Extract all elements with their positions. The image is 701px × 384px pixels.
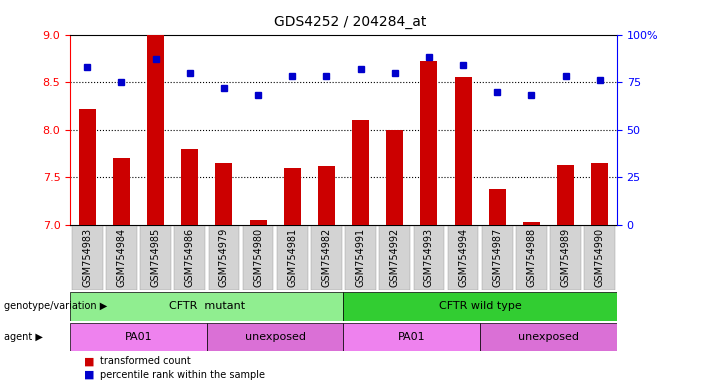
Text: GSM754992: GSM754992 (390, 228, 400, 287)
Text: GSM754983: GSM754983 (82, 228, 93, 287)
FancyBboxPatch shape (72, 225, 102, 290)
Bar (70, 323, 207, 351)
Text: CFTR wild type: CFTR wild type (439, 301, 522, 311)
Bar (489, 189, 506, 225)
Text: PA01: PA01 (398, 332, 426, 342)
Text: ■: ■ (84, 370, 95, 380)
FancyBboxPatch shape (379, 225, 410, 290)
Bar (352, 120, 369, 225)
Text: unexposed: unexposed (245, 332, 306, 342)
Text: GSM754989: GSM754989 (561, 228, 571, 287)
Text: GSM754990: GSM754990 (594, 228, 605, 287)
FancyBboxPatch shape (277, 225, 308, 290)
Text: CFTR  mutant: CFTR mutant (169, 301, 245, 311)
Bar (343, 323, 480, 351)
Bar (421, 61, 437, 225)
Bar (79, 109, 96, 225)
Bar (70, 292, 343, 321)
Text: GSM754991: GSM754991 (355, 228, 366, 287)
Bar (591, 163, 608, 225)
Text: agent ▶: agent ▶ (4, 332, 42, 342)
Text: percentile rank within the sample: percentile rank within the sample (100, 370, 264, 380)
Bar (557, 165, 574, 225)
FancyBboxPatch shape (345, 225, 376, 290)
Text: GSM754993: GSM754993 (424, 228, 434, 287)
Text: GSM754994: GSM754994 (458, 228, 468, 287)
FancyBboxPatch shape (550, 225, 581, 290)
Bar (318, 166, 335, 225)
Bar (147, 35, 164, 225)
Text: GSM754981: GSM754981 (287, 228, 297, 287)
Bar (343, 292, 617, 321)
FancyBboxPatch shape (243, 225, 273, 290)
Text: genotype/variation ▶: genotype/variation ▶ (4, 301, 107, 311)
Bar (284, 168, 301, 225)
Text: unexposed: unexposed (518, 332, 579, 342)
Bar (250, 220, 266, 225)
Text: GSM754985: GSM754985 (151, 228, 161, 287)
Text: ■: ■ (84, 356, 95, 366)
FancyBboxPatch shape (516, 225, 547, 290)
FancyBboxPatch shape (482, 225, 512, 290)
Text: GSM754980: GSM754980 (253, 228, 263, 287)
Text: GDS4252 / 204284_at: GDS4252 / 204284_at (274, 15, 427, 29)
FancyBboxPatch shape (175, 225, 205, 290)
Bar (386, 130, 403, 225)
Bar (215, 163, 233, 225)
FancyBboxPatch shape (208, 225, 239, 290)
Bar (181, 149, 198, 225)
Bar (454, 77, 472, 225)
Text: GSM754986: GSM754986 (184, 228, 195, 287)
FancyBboxPatch shape (414, 225, 444, 290)
FancyBboxPatch shape (140, 225, 171, 290)
FancyBboxPatch shape (585, 225, 615, 290)
Text: GSM754984: GSM754984 (116, 228, 126, 287)
Text: PA01: PA01 (125, 332, 152, 342)
Bar (207, 323, 343, 351)
Text: GSM754987: GSM754987 (492, 228, 503, 287)
Text: GSM754982: GSM754982 (321, 228, 332, 287)
Text: GSM754988: GSM754988 (526, 228, 536, 287)
Bar (480, 323, 617, 351)
Text: GSM754979: GSM754979 (219, 228, 229, 287)
FancyBboxPatch shape (311, 225, 342, 290)
FancyBboxPatch shape (448, 225, 479, 290)
Bar (113, 158, 130, 225)
FancyBboxPatch shape (106, 225, 137, 290)
Text: transformed count: transformed count (100, 356, 190, 366)
Bar (523, 222, 540, 225)
